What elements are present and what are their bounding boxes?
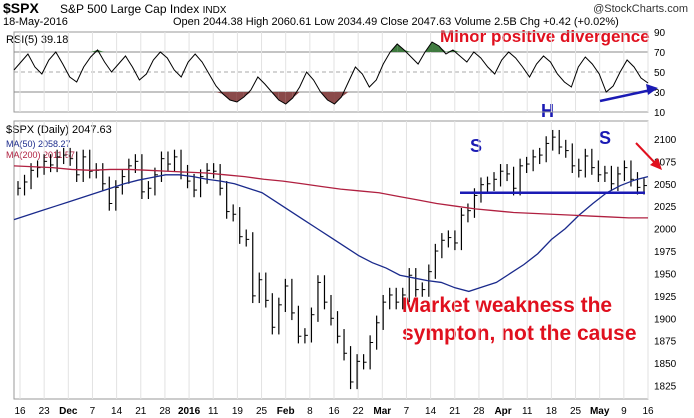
divergence-arrow [599,88,652,103]
price-tick-label: 1950 [654,269,677,280]
price-tick-label: 2075 [654,157,677,168]
price-tick-label: 2025 [654,202,677,213]
quote-values: Open 2044.38 High 2060.61 Low 2034.49 Cl… [173,16,619,28]
x-tick-label: 14 [111,406,123,417]
x-tick-label: 22 [353,406,365,417]
x-tick-label: 23 [39,406,51,417]
price-tick-label: 1850 [654,359,677,370]
exchange-label: INDX [202,5,227,16]
x-tick-label: 28 [159,406,171,417]
x-tick-label: 25 [570,406,582,417]
quote-date: 18-May-2016 [3,16,68,28]
rsi-tick-label: 10 [654,108,666,119]
rsi-oversold-fill [334,92,342,104]
x-tick-label: 11 [208,406,219,417]
x-tick-label: 16 [642,406,654,417]
x-tick-label: 25 [256,406,268,417]
price-tick-label: 1875 [654,337,677,348]
x-tick-label: 8 [307,406,313,417]
x-tick-label: 7 [90,406,96,417]
price-tick-label: 1825 [654,382,677,393]
x-tick-label: 21 [449,406,461,417]
x-tick-label: 16 [14,406,26,417]
x-tick-label: 11 [522,406,533,417]
ma50-legend: MA(50) 2058.27 [6,139,71,149]
head-label: H [541,101,554,121]
price-tick-label: 1900 [654,314,677,325]
index-name: S&P 500 Large Cap Index INDX [60,2,226,16]
rsi-oversold-fill [229,92,237,102]
rsi-legend: RSI(5) 39.18 [6,34,69,46]
x-tick-label: Mar [373,406,391,417]
ma50-line [13,174,649,293]
price-tick-label: 2000 [654,225,677,236]
down-arrow [635,142,658,166]
rsi-tick-label: 30 [654,88,666,99]
price-legend: $SPX (Daily) 2047.63 [6,124,112,136]
rsi-tick-label: 50 [654,68,666,79]
ma200-line [13,165,648,219]
right-shoulder-label: S [599,128,612,148]
rsi-line [13,41,649,105]
site-watermark: @StockCharts.com [593,3,688,15]
x-tick-label: 21 [135,406,147,417]
x-tick-label: 14 [425,406,437,417]
rsi-overbought-fill [97,50,105,52]
ma200-legend: MA(200) 2011.57 [6,150,75,160]
rsi-oversold-fill [285,92,293,104]
x-tick-label: Feb [277,406,295,417]
rsi-oversold-fill [236,92,244,102]
price-tick-label: 1925 [654,292,677,303]
x-tick-label: 2016 [178,406,201,417]
price-tick-label: 2100 [654,135,677,146]
rsi-overbought-fill [432,42,439,52]
x-tick-label: 18 [546,406,558,417]
rsi-oversold-fill [243,92,251,97]
symbol-title: $SPX [3,0,39,16]
x-tick-label: 7 [404,406,410,417]
price-tick-label: 2050 [654,180,677,191]
index-title: S&P 500 Large Cap Index [60,2,200,16]
rsi-oversold-fill [292,92,300,98]
rsi-tick-label: 90 [654,28,666,39]
x-tick-label: 16 [328,406,340,417]
price-callout: Market weakness the sympton, not the cau… [402,294,637,345]
x-tick-label: 19 [232,406,244,417]
rsi-tick-label: 70 [654,48,666,59]
x-tick-label: May [590,406,610,417]
down-arrow-head [650,158,662,170]
x-tick-label: 9 [621,406,627,417]
x-tick-label: 28 [473,406,485,417]
x-tick-label: Dec [59,406,78,417]
price-tick-label: 1975 [654,247,677,258]
x-tick-label: Apr [494,406,511,417]
divergence-arrow-head [646,84,658,95]
price-frame [13,120,649,400]
